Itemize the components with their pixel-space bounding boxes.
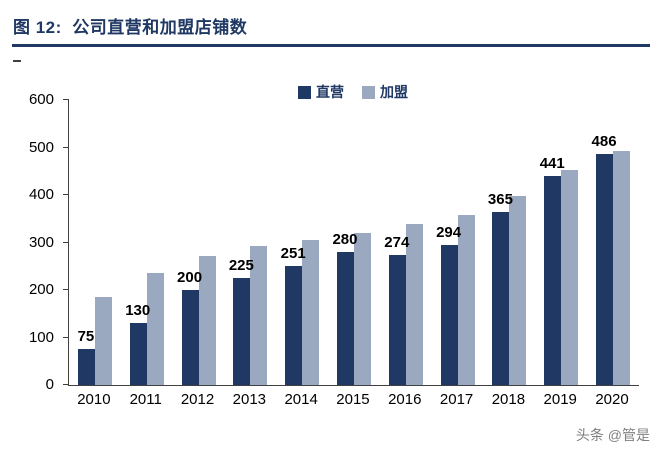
bar-group: 294 — [432, 100, 484, 385]
bar-value-label: 441 — [539, 154, 565, 172]
bar-value-label: 200 — [177, 269, 203, 286]
x-tick-labels: 2010 2011 2012 2013 2014 2015 2016 2017 2018 2019… — [68, 391, 638, 408]
bar-franchise — [146, 273, 164, 385]
bar-group: 130 — [121, 100, 173, 385]
bar-franchise — [353, 233, 371, 385]
bar-group: 365 — [484, 100, 536, 385]
x-tick-label: 2014 — [284, 391, 318, 408]
bar-franchise — [509, 195, 527, 385]
y-axis-tick — [63, 384, 69, 385]
y-axis-tick — [63, 336, 69, 338]
bar-direct-operated — [492, 211, 510, 385]
y-tick-label: 500 — [28, 138, 54, 156]
y-axis-tick — [63, 241, 69, 243]
x-tick-label: 2011 — [129, 391, 162, 408]
bar-franchise — [94, 297, 112, 385]
bar-franchise — [250, 245, 268, 385]
legend-item: 直营 — [298, 82, 344, 102]
legend-swatch — [298, 85, 311, 99]
bar-value-label: 251 — [280, 244, 306, 262]
bar-value-label: 274 — [384, 233, 410, 251]
bar-direct-operated — [440, 245, 458, 385]
x-tick-label: 2012 — [180, 391, 215, 408]
legend: 直营 加盟 — [68, 82, 638, 102]
y-tick-label: 600 — [28, 91, 54, 108]
y-tick-label: 400 — [28, 186, 54, 203]
bar-value-label: 280 — [332, 231, 358, 248]
x-tick-label: 2020 — [595, 391, 629, 408]
bar-direct-operated — [388, 254, 406, 385]
bar-direct-operated — [77, 349, 95, 385]
y-tick-label: 300 — [28, 233, 54, 251]
x-tick-label: 2019 — [543, 391, 577, 408]
x-tick-label: 2010 — [77, 391, 111, 408]
bar-value-label: 130 — [125, 302, 151, 320]
bar-value-label: 365 — [487, 190, 513, 208]
bar-franchise — [613, 151, 631, 385]
y-tick-labels: 0 100 200 300 400 500 600 — [0, 91, 60, 393]
bar-direct-operated — [544, 175, 562, 385]
bar-group: 75 — [69, 100, 121, 385]
bar-direct-operated — [181, 290, 199, 385]
bar-franchise — [198, 255, 216, 385]
y-tick-label: 0 — [45, 376, 54, 393]
bar-franchise — [457, 215, 475, 385]
bar-group: 486 — [587, 100, 639, 385]
bar-value-label: 294 — [436, 224, 462, 242]
legend-swatch — [362, 85, 375, 99]
bar-group: 200 — [173, 100, 225, 385]
y-tick-label: 100 — [28, 328, 54, 346]
y-axis-tick — [63, 289, 69, 290]
title-divider — [12, 44, 650, 47]
legend-item: 加盟 — [362, 82, 408, 102]
x-tick-label: 2016 — [388, 391, 422, 408]
plot-area: 75 130 200 225 251 280 274 294 365 441 486 — [63, 99, 639, 386]
bar-direct-operated — [129, 323, 147, 385]
y-tick-label: 200 — [28, 281, 54, 298]
y-axis-tick — [63, 99, 69, 100]
bar-value-label: 225 — [228, 257, 254, 275]
bar-value-label: 486 — [591, 133, 617, 151]
bar-value-label: 75 — [77, 328, 95, 346]
bar-direct-operated — [596, 154, 614, 385]
page-title: 图 12: 公司直营和加盟店铺数 — [13, 18, 248, 37]
bar-group: 280 — [328, 100, 380, 385]
legend-label: 直营 — [316, 84, 344, 100]
header-tick-mark — [13, 60, 21, 62]
x-tick-label: 2013 — [232, 391, 267, 408]
bar-franchise — [302, 240, 320, 385]
bar-direct-operated — [336, 252, 354, 385]
bar-direct-operated — [285, 265, 303, 385]
x-tick-label: 2015 — [336, 391, 370, 408]
bar-group: 274 — [380, 100, 432, 385]
y-axis-tick — [63, 194, 69, 195]
bar-group: 441 — [535, 100, 587, 385]
bar-groups: 75 130 200 225 251 280 274 294 365 441 486 — [69, 100, 639, 385]
x-tick-label: 2017 — [439, 391, 474, 408]
watermark: 头条 @管是 — [575, 427, 650, 443]
bar-franchise — [405, 224, 423, 385]
x-tick-label: 2018 — [491, 391, 526, 408]
bar-direct-operated — [233, 278, 251, 385]
y-axis-tick — [63, 146, 69, 148]
bar-group: 225 — [224, 100, 276, 385]
legend-label: 加盟 — [380, 84, 408, 100]
bar-group: 251 — [276, 100, 328, 385]
bar-franchise — [561, 170, 579, 385]
